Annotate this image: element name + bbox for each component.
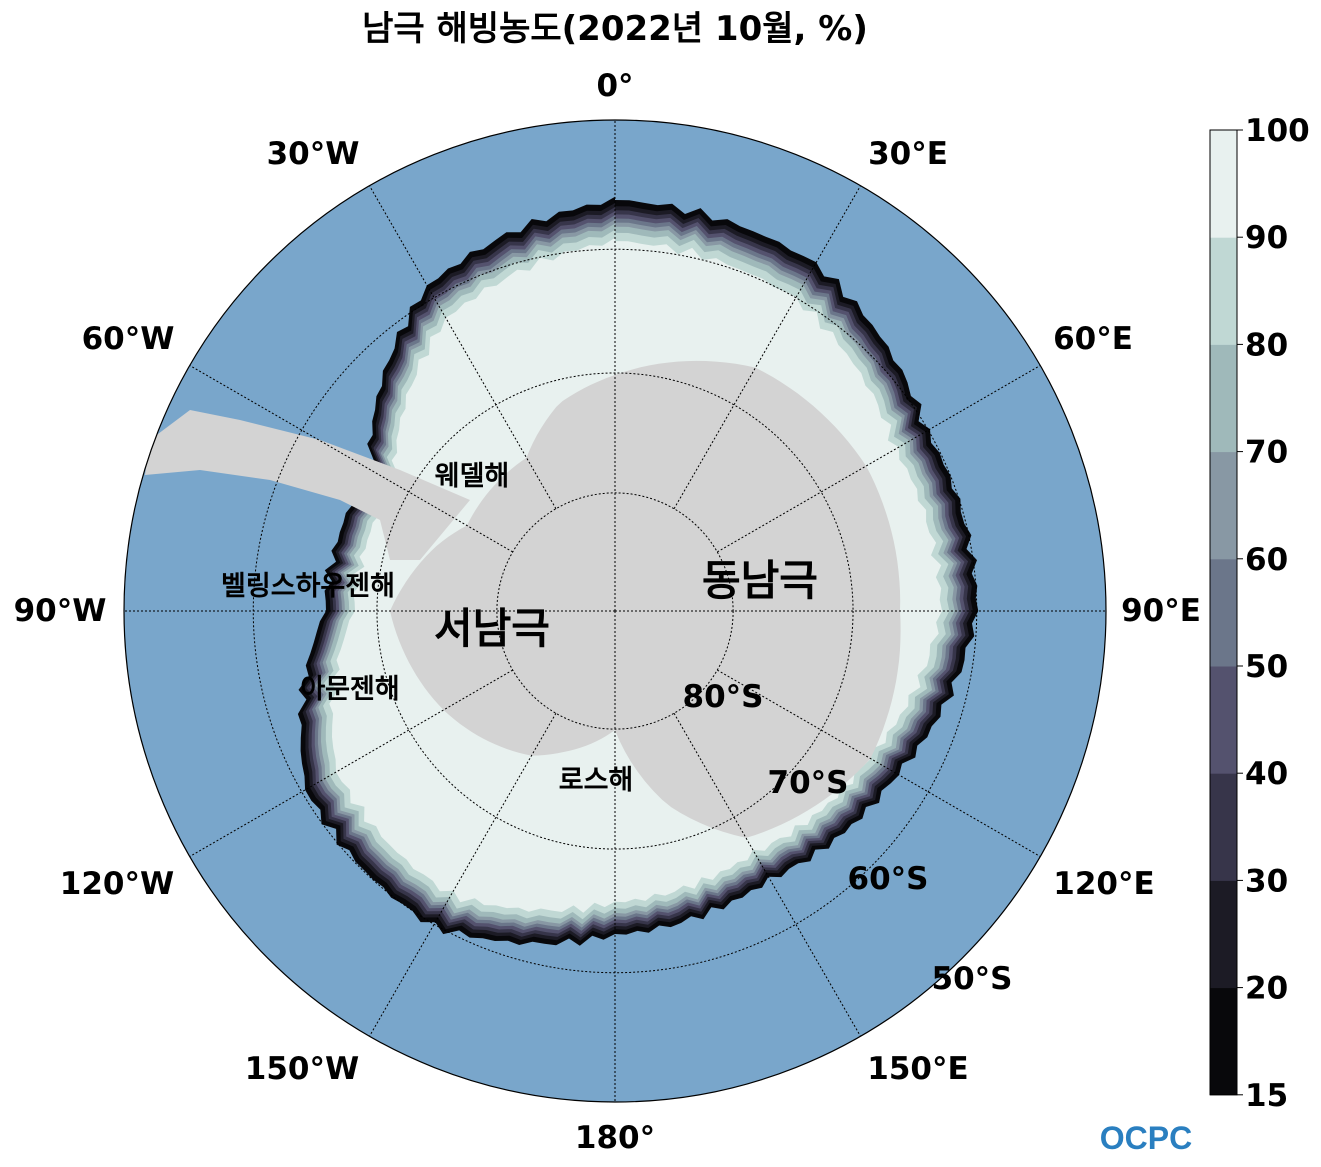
lat-label: 70°S — [768, 765, 849, 801]
region-label-ross: 로스해 — [559, 765, 634, 796]
region-label-weddell: 웨델해 — [435, 461, 510, 492]
graticule — [124, 120, 1106, 1102]
colorbar-segment — [1210, 558, 1237, 667]
colorbar-tick-label: 80 — [1245, 327, 1288, 363]
lon-label: 60°W — [82, 321, 175, 357]
map-boundary — [123, 119, 1107, 1103]
parallel-line — [496, 492, 734, 730]
colorbar-tick-label: 90 — [1245, 220, 1288, 256]
lon-label: 30°W — [267, 136, 360, 172]
colorbar-tick-label: 30 — [1245, 863, 1288, 899]
colorbar-segment — [1210, 237, 1237, 345]
colorbar-segment — [1210, 773, 1237, 881]
lon-label: 90°E — [1121, 593, 1201, 629]
parallel-line — [376, 372, 854, 850]
antarctica-land — [390, 360, 901, 838]
lon-label: 90°W — [14, 593, 107, 629]
ocpc-logo: OCPC — [1100, 1120, 1192, 1156]
lon-label: 60°E — [1053, 321, 1133, 357]
lon-label: 30°E — [868, 136, 948, 172]
colorbar-frame — [1209, 129, 1238, 1096]
colorbar: 15 20 30 40 50 60 70 80 90 100 — [1209, 113, 1310, 1114]
lat-label: 60°S — [848, 861, 929, 897]
lon-label: 180° — [575, 1120, 655, 1156]
lon-label: 150°W — [245, 1051, 359, 1087]
colorbar-tick-label: 50 — [1245, 649, 1288, 685]
colorbar-segment — [1210, 987, 1237, 1096]
colorbar-tick-label: 15 — [1245, 1078, 1288, 1114]
colorbar-tick-label: 20 — [1245, 971, 1288, 1007]
antarctic-peninsula — [145, 410, 470, 560]
map-title: 남극 해빙농도(2022년 10월, %) — [362, 9, 868, 49]
region-label-bellingshausen: 벨링스하우젠해 — [221, 571, 395, 602]
colorbar-segment — [1210, 344, 1237, 453]
colorbar-tick-label: 70 — [1245, 435, 1288, 471]
colorbar-segment — [1210, 451, 1237, 560]
lat-label: 50°S — [932, 961, 1013, 997]
colorbar-tick-label: 40 — [1245, 756, 1288, 792]
region-label-west-antarctica: 서남극 — [434, 604, 550, 653]
colorbar-segment — [1210, 130, 1237, 238]
colorbar-segment — [1210, 666, 1237, 774]
lon-label: 120°E — [1053, 866, 1154, 902]
lon-label: 0° — [596, 68, 633, 104]
colorbar-segment — [1210, 880, 1237, 989]
lon-label: 150°E — [867, 1051, 968, 1087]
colorbar-tick-label: 100 — [1245, 113, 1310, 149]
region-label-east-antarctica: 동남극 — [702, 556, 818, 605]
lat-label: 80°S — [683, 679, 764, 715]
lon-label: 120°W — [60, 866, 174, 902]
colorbar-tick-label: 60 — [1245, 542, 1288, 578]
region-label-amundsen: 아문젠해 — [300, 674, 399, 705]
